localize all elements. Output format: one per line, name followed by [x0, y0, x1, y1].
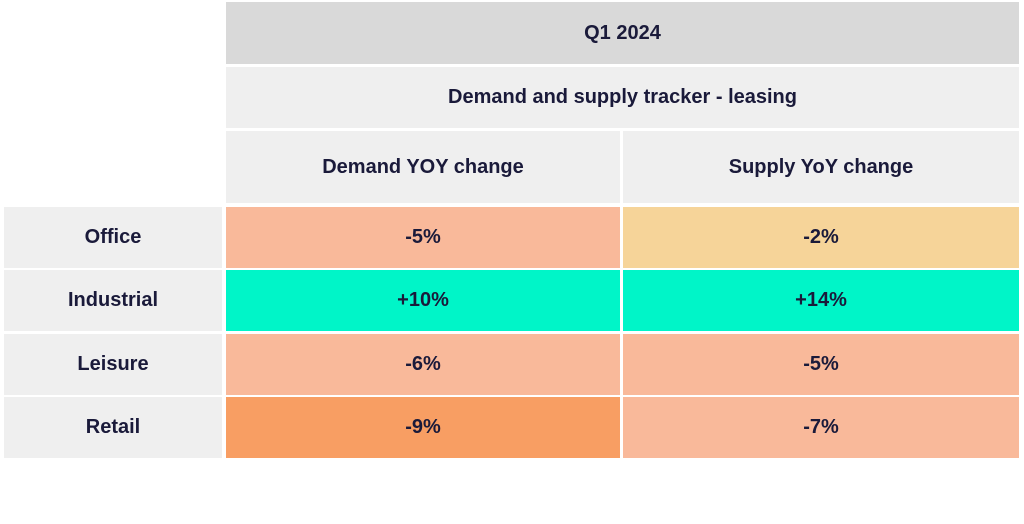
demand-cell-industrial: +10%: [226, 270, 620, 331]
column-header-supply: Supply YoY change: [623, 131, 1019, 203]
supply-cell-leisure: -5%: [623, 334, 1019, 395]
row-label-leisure: Leisure: [4, 334, 222, 395]
supply-cell-retail: -7%: [623, 397, 1019, 458]
row-label-retail: Retail: [4, 397, 222, 458]
row-label-office: Office: [4, 207, 222, 268]
supply-cell-office: -2%: [623, 207, 1019, 268]
column-header-demand: Demand YOY change: [226, 131, 620, 203]
tracker-title: Demand and supply tracker - leasing: [226, 67, 1019, 128]
period-header: Q1 2024: [226, 2, 1019, 64]
supply-cell-industrial: +14%: [623, 270, 1019, 331]
demand-cell-leisure: -6%: [226, 334, 620, 395]
demand-cell-office: -5%: [226, 207, 620, 268]
row-label-industrial: Industrial: [4, 270, 222, 331]
demand-cell-retail: -9%: [226, 397, 620, 458]
